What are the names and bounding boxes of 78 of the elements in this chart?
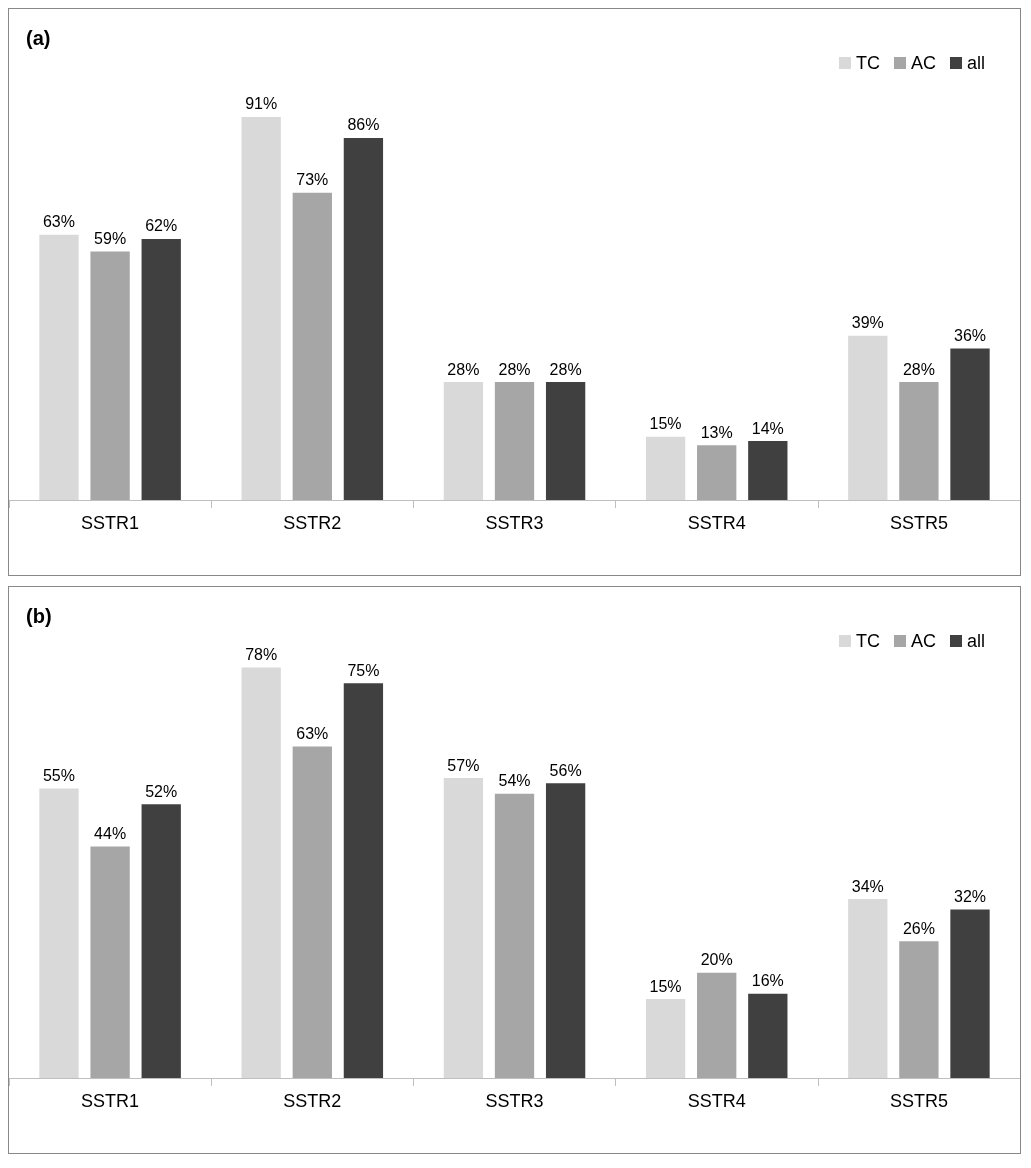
- data-label: 57%: [447, 756, 480, 774]
- bar: [141, 804, 181, 1078]
- bar: [950, 348, 990, 500]
- legend-label: TC: [855, 631, 880, 651]
- data-label: 13%: [700, 423, 733, 441]
- data-label: 28%: [447, 360, 480, 378]
- bar: [899, 382, 939, 500]
- chart-title: (b): [26, 605, 52, 627]
- bar: [645, 999, 686, 1078]
- legend-label: all: [966, 53, 986, 73]
- data-label: 63%: [42, 213, 75, 231]
- x-tick-label: SSTR1: [81, 513, 140, 533]
- x-tick-label: SSTR2: [283, 1091, 342, 1111]
- chart-title: (a): [26, 27, 51, 49]
- bar: [443, 382, 484, 500]
- data-label: 26%: [902, 919, 935, 937]
- data-label: 28%: [498, 360, 531, 378]
- bar: [697, 972, 737, 1078]
- data-label: 16%: [751, 972, 784, 990]
- x-tick-label: SSTR1: [81, 1091, 140, 1111]
- data-label: 28%: [902, 360, 935, 378]
- x-tick-label: SSTR3: [485, 513, 544, 533]
- data-label: 59%: [94, 230, 127, 248]
- data-label: 15%: [649, 415, 682, 433]
- data-label: 75%: [347, 661, 380, 679]
- data-label: 44%: [94, 824, 127, 842]
- data-label: 56%: [549, 761, 582, 779]
- x-tick-label: SSTR2: [283, 513, 342, 533]
- bar: [343, 683, 384, 1078]
- bar: [443, 778, 484, 1078]
- data-label: 20%: [700, 951, 733, 969]
- data-label: 39%: [851, 314, 884, 332]
- bar: [545, 382, 586, 500]
- bar: [90, 251, 130, 500]
- data-label: 63%: [296, 724, 329, 742]
- legend-label: AC: [910, 631, 936, 651]
- bar: [39, 788, 79, 1078]
- bar: [141, 238, 181, 500]
- bar: [645, 436, 686, 500]
- x-tick-label: SSTR3: [485, 1091, 544, 1111]
- bar: [292, 746, 332, 1078]
- bar: [748, 993, 788, 1078]
- data-label: 78%: [245, 646, 278, 664]
- data-label: 62%: [145, 217, 178, 235]
- legend-label: TC: [855, 53, 880, 73]
- bar: [90, 846, 130, 1078]
- x-tick-label: SSTR4: [687, 1091, 746, 1111]
- data-label: 52%: [145, 782, 178, 800]
- bar: [950, 909, 990, 1078]
- data-label: 73%: [296, 171, 329, 189]
- bar: [899, 941, 939, 1078]
- bar: [494, 793, 535, 1078]
- bar: [39, 234, 79, 500]
- bar: [697, 445, 737, 500]
- data-label: 55%: [42, 767, 75, 785]
- data-label: 15%: [649, 977, 682, 995]
- data-label: 32%: [954, 888, 987, 906]
- data-label: 36%: [954, 326, 987, 344]
- x-tick-label: SSTR5: [889, 1091, 948, 1111]
- data-label: 14%: [751, 419, 784, 437]
- bar: [545, 783, 586, 1078]
- bar: [292, 192, 332, 500]
- bar: [241, 116, 281, 500]
- bar: [848, 899, 888, 1078]
- x-tick-label: SSTR4: [687, 513, 746, 533]
- data-label: 86%: [347, 116, 380, 134]
- bar: [494, 382, 535, 500]
- data-label: 34%: [851, 877, 884, 895]
- bar: [343, 137, 384, 500]
- data-label: 91%: [245, 95, 278, 113]
- bar: [748, 441, 788, 500]
- data-label: 54%: [498, 772, 531, 790]
- legend-label: AC: [910, 53, 936, 73]
- bar: [848, 335, 888, 500]
- legend-label: all: [966, 631, 986, 651]
- bar: [241, 667, 281, 1078]
- x-tick-label: SSTR5: [889, 513, 948, 533]
- data-label: 28%: [549, 360, 582, 378]
